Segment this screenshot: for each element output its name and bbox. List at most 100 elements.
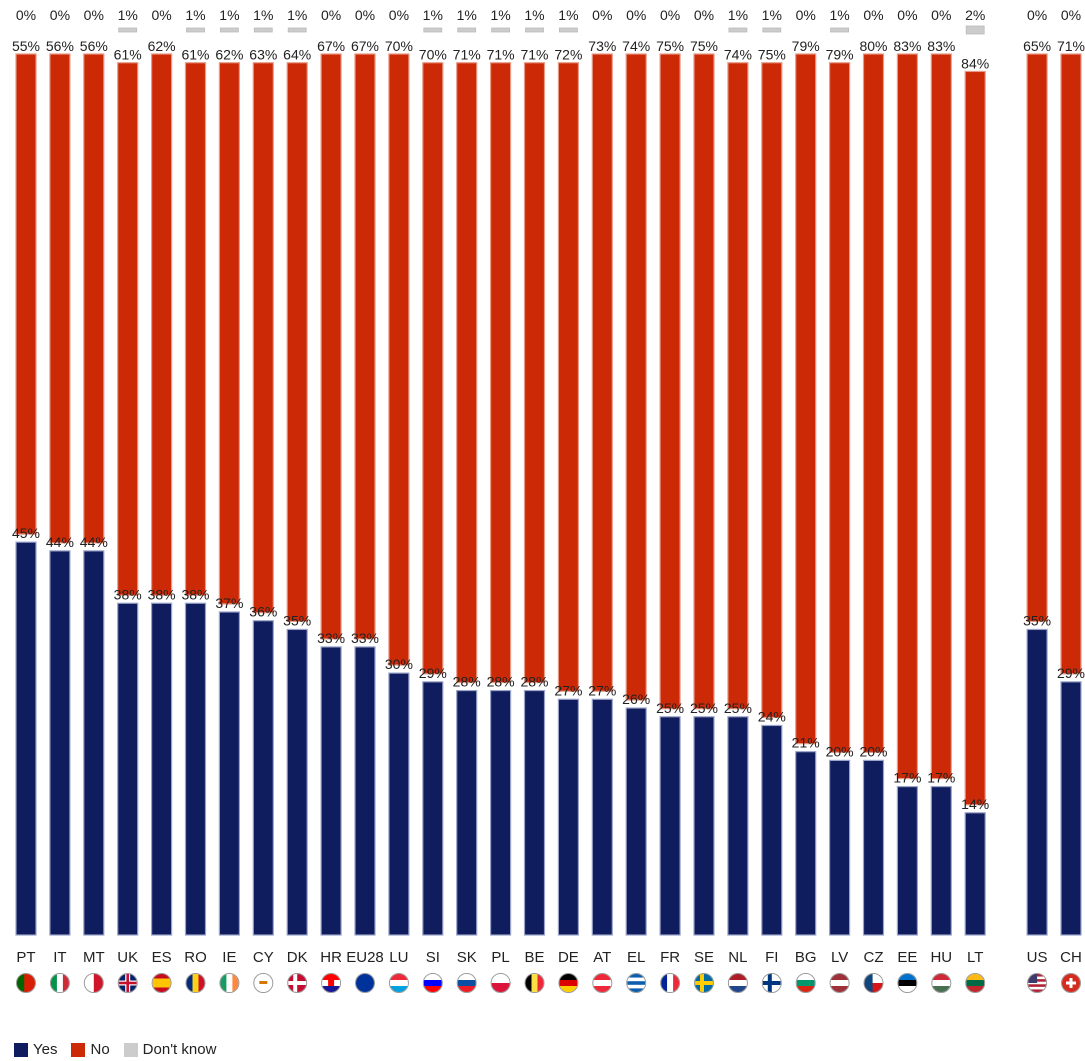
- legend-item-no: No: [71, 1041, 110, 1058]
- label-dont-know-uk: 1%: [118, 7, 138, 23]
- bar-yes-el: [625, 707, 647, 936]
- label-yes-se: 25%: [690, 700, 718, 716]
- category-label-be: BE: [524, 949, 544, 966]
- flag-si-icon: [422, 973, 443, 993]
- bar-no-es: [151, 53, 173, 596]
- label-dont-know-hr: 0%: [321, 7, 341, 23]
- legend-label-yes: Yes: [33, 1041, 58, 1058]
- label-dont-know-nl: 1%: [728, 7, 748, 23]
- bar-yes-sk: [456, 689, 478, 936]
- label-dont-know-pt: 0%: [16, 7, 36, 23]
- bar-no-si: [422, 62, 444, 675]
- flag-sk-icon: [456, 973, 477, 993]
- bar-no-fr: [659, 53, 681, 710]
- label-yes-de: 27%: [554, 682, 582, 698]
- category-label-cy: CY: [253, 949, 274, 966]
- category-label-eu28: EU28: [346, 949, 384, 966]
- label-yes-ie: 37%: [215, 595, 243, 611]
- flag-ee-icon: [897, 973, 918, 993]
- category-label-ee: EE: [897, 949, 917, 966]
- label-no-sk: 71%: [453, 47, 481, 63]
- bar-yes-de: [557, 698, 580, 936]
- category-label-bg: BG: [795, 949, 817, 966]
- category-label-fi: FI: [765, 949, 778, 966]
- category-label-lu: LU: [389, 949, 408, 966]
- bar-yes-hr: [320, 646, 342, 936]
- label-no-at: 73%: [588, 38, 616, 54]
- label-yes-hu: 17%: [927, 770, 955, 786]
- label-no-eu28: 67%: [351, 38, 379, 54]
- label-no-lu: 70%: [385, 38, 413, 54]
- label-yes-lt: 14%: [961, 796, 989, 812]
- label-no-hu: 83%: [927, 38, 955, 54]
- flag-ro-icon: [185, 973, 206, 993]
- label-no-de: 72%: [554, 47, 582, 63]
- bar-yes-cy: [252, 620, 274, 936]
- category-label-hr: HR: [320, 949, 342, 966]
- label-no-nl: 74%: [724, 47, 752, 63]
- category-label-pl: PL: [491, 949, 509, 966]
- bar-yes-be: [523, 689, 546, 936]
- label-yes-fi: 24%: [758, 708, 786, 724]
- bar-no-sk: [456, 62, 478, 684]
- label-yes-mt: 44%: [80, 534, 108, 550]
- bar-no-ch: [1060, 53, 1082, 675]
- label-yes-fr: 25%: [656, 700, 684, 716]
- legend-swatch-yes: [14, 1042, 28, 1057]
- bar-dont-know-nl: [728, 27, 748, 33]
- category-label-ro: RO: [184, 949, 207, 966]
- category-label-el: EL: [627, 949, 645, 966]
- flag-hu-icon: [931, 973, 952, 993]
- bar-yes-ch: [1060, 681, 1082, 936]
- label-yes-el: 26%: [622, 691, 650, 707]
- label-dont-know-sk: 1%: [457, 7, 477, 23]
- bar-dont-know-sk: [457, 27, 477, 33]
- bar-yes-pt: [15, 541, 37, 936]
- label-dont-know-es: 0%: [151, 7, 171, 23]
- bar-dont-know-de: [559, 27, 578, 33]
- flag-it-icon: [49, 973, 70, 993]
- bar-yes-it: [49, 550, 71, 936]
- bar-no-dk: [286, 62, 308, 623]
- bar-dont-know-pl: [491, 27, 511, 33]
- legend-item-dont-know: Don't know: [123, 1041, 216, 1058]
- category-label-it: IT: [53, 949, 66, 966]
- flag-eu-icon: [355, 973, 375, 993]
- label-no-us: 65%: [1023, 38, 1051, 54]
- label-yes-ch: 29%: [1057, 665, 1085, 681]
- label-dont-know-lu: 0%: [389, 7, 409, 23]
- bar-no-hu: [930, 53, 952, 780]
- bar-dont-know-cy: [253, 27, 273, 33]
- bar-no-el: [625, 53, 647, 701]
- label-dont-know-se: 0%: [694, 7, 714, 23]
- bar-yes-nl: [727, 716, 749, 936]
- bar-no-bg: [795, 53, 817, 745]
- label-no-fr: 75%: [656, 38, 684, 54]
- bar-no-nl: [727, 62, 749, 710]
- label-no-es: 62%: [148, 38, 176, 54]
- bar-no-us: [1026, 53, 1048, 623]
- flag-es-icon: [151, 973, 172, 993]
- flag-ie-icon: [219, 973, 240, 993]
- bar-yes-at: [591, 698, 613, 936]
- category-label-ch: CH: [1060, 949, 1082, 966]
- flag-lu-icon: [388, 973, 409, 993]
- label-yes-it: 44%: [46, 534, 74, 550]
- category-label-us: US: [1027, 949, 1048, 966]
- label-dont-know-ch: 0%: [1061, 7, 1081, 23]
- legend: Yes No Don't know: [14, 1041, 216, 1058]
- category-label-hu: HU: [930, 949, 952, 966]
- category-label-uk: UK: [117, 949, 138, 966]
- label-dont-know-mt: 0%: [84, 7, 104, 23]
- label-yes-es: 38%: [148, 586, 176, 602]
- label-no-ie: 62%: [215, 47, 243, 63]
- label-no-lt: 84%: [961, 55, 989, 71]
- bar-no-cy: [252, 62, 274, 614]
- flag-bg-icon: [795, 973, 816, 993]
- bar-yes-es: [151, 602, 173, 936]
- bar-yes-se: [693, 716, 715, 936]
- flag-pt-icon: [16, 973, 36, 993]
- label-yes-us: 35%: [1023, 612, 1051, 628]
- bar-yes-ee: [896, 785, 919, 936]
